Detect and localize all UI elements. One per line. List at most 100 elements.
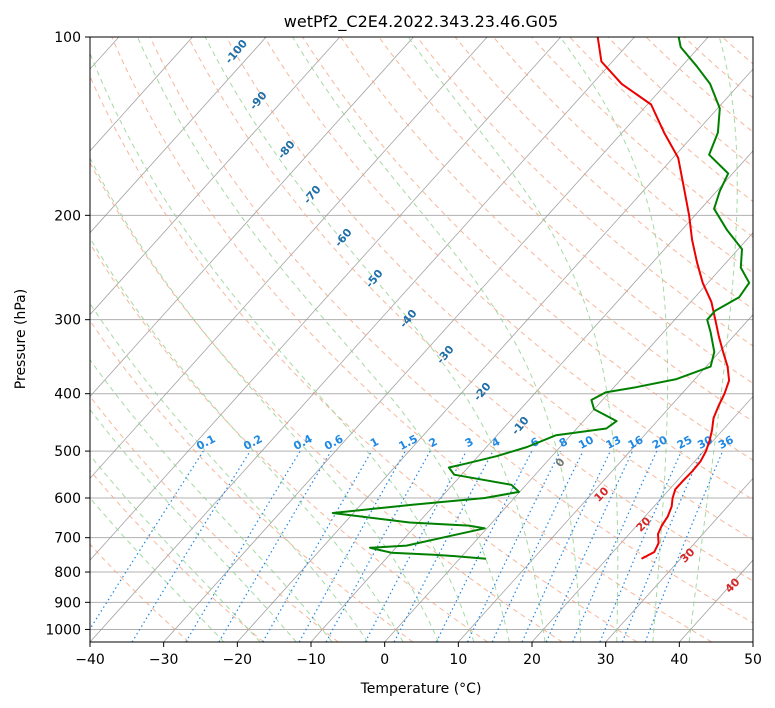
- x-tick-label: 0: [380, 652, 389, 668]
- x-tick-label: 20: [523, 652, 541, 668]
- mixing-ratio-line: [185, 450, 301, 642]
- moist-adiabat-label: -60: [332, 226, 355, 250]
- y-tick-label: 900: [54, 595, 81, 611]
- dry-adiabat-line: [90, 75, 638, 642]
- x-tick-label: 40: [670, 652, 688, 668]
- mixing-ratio-line: [325, 450, 431, 642]
- plot-frame: [89, 36, 754, 643]
- mixing-ratio-line: [521, 450, 611, 642]
- mixing-ratio-label: 10: [576, 433, 596, 452]
- dry-adiabat-line: [149, 37, 753, 624]
- dry-adiabat-line: [761, 37, 775, 642]
- dry-adiabat-line: [90, 320, 414, 642]
- moist-adiabat-label: -20: [471, 380, 494, 404]
- mixing-ratio-label: 25: [675, 433, 695, 452]
- dewpoint-profile-line: [331, 37, 751, 560]
- moist-adiabat-label: -100: [222, 37, 250, 67]
- moist-adiabat-label: -30: [434, 343, 457, 367]
- y-tick-label: 500: [54, 444, 81, 460]
- dry-adiabat-label: 30: [678, 545, 698, 565]
- dry-adiabat-line: [569, 37, 753, 203]
- isotherm-line: [90, 37, 488, 479]
- x-tick-label: 50: [744, 652, 762, 668]
- dry-adiabat-line: [493, 37, 753, 274]
- mixing-ratio-label: 0.1: [194, 432, 217, 453]
- x-tick-label: −20: [223, 652, 253, 668]
- moist-adiabat-line: [90, 358, 333, 642]
- y-tick-label: 400: [54, 387, 81, 403]
- mixing-ratio-line: [131, 450, 251, 642]
- moist-adiabat-line: [90, 51, 475, 642]
- profile-series: [331, 37, 751, 560]
- moist-adiabat-line: [688, 37, 738, 642]
- x-tick-label: −40: [75, 652, 105, 668]
- dry-adiabat-line: [111, 37, 712, 642]
- mixing-ratio-line: [90, 450, 204, 631]
- isotherm-line: [90, 37, 267, 234]
- isotherm-line: [531, 395, 753, 642]
- y-tick-label: 700: [54, 531, 81, 547]
- dry-adiabat-line: [378, 37, 753, 384]
- isotherm-line: [752, 641, 753, 642]
- mixing-ratio-label: 1.5: [397, 432, 420, 453]
- isotherm-line: [90, 37, 193, 152]
- x-tick-label: −30: [149, 652, 179, 668]
- dry-adiabat-line: [531, 37, 753, 238]
- dry-adiabat-line: [264, 37, 753, 501]
- isotherm-line: [90, 37, 562, 561]
- mixing-ratio-label: 1: [368, 435, 381, 450]
- mixing-ratio-label: 16: [626, 433, 646, 452]
- isotherm-line: [458, 313, 753, 642]
- dry-adiabat-line: [187, 37, 753, 582]
- mixing-ratio-line: [599, 450, 682, 642]
- dry-adiabat-line: [225, 37, 753, 541]
- moist-adiabat-label: -10: [509, 414, 532, 438]
- dry-adiabat-line: [416, 37, 753, 347]
- y-tick-label: 600: [54, 491, 81, 507]
- moist-adiabat-line: [90, 408, 297, 642]
- moist-adiabat-label: -50: [363, 267, 386, 291]
- y-tick-label: 200: [54, 208, 81, 224]
- dry-adiabat-line: [90, 395, 339, 642]
- x-axis-title: Temperature (°C): [360, 681, 482, 697]
- y-tick-label: 300: [54, 313, 81, 329]
- y-tick-label: 800: [54, 565, 81, 581]
- isotherm-line: [237, 68, 753, 642]
- mixing-ratio-label: 0.6: [322, 432, 346, 453]
- x-tick-label: 10: [449, 652, 467, 668]
- moist-adiabat-line: [292, 37, 582, 642]
- moist-adiabat-line: [137, 37, 510, 642]
- dry-adiabat-line: [90, 242, 488, 642]
- mixing-ratio-line: [218, 450, 332, 642]
- temperature-profile-line: [596, 37, 731, 560]
- mixing-ratio-line: [466, 450, 561, 642]
- moist-adiabat-line: [407, 37, 619, 642]
- moist-adiabat-line: [90, 302, 369, 642]
- mixing-ratio-label: 36: [716, 433, 736, 452]
- mixing-ratio-label: 30: [695, 433, 715, 452]
- isotherm-line: [384, 232, 753, 642]
- mixing-ratio-label: 0.4: [291, 432, 315, 453]
- background-lines: [90, 37, 775, 642]
- isotherm-line: [90, 37, 635, 642]
- isotherm-line: [605, 477, 753, 642]
- moist-adiabat-label: -80: [275, 138, 298, 162]
- mixing-ratio-label: 4: [489, 435, 502, 450]
- y-tick-label: 100: [54, 30, 81, 46]
- dry-adiabat-label: 40: [723, 575, 743, 595]
- moist-adiabat-label: 0: [553, 455, 568, 469]
- moist-adiabat-line: [559, 37, 669, 642]
- mixing-ratio-line: [572, 450, 658, 642]
- dry-adiabat-line: [645, 37, 753, 133]
- x-tick-label: 30: [597, 652, 615, 668]
- mixing-ratio-line: [364, 450, 467, 642]
- mixing-ratio-label: 20: [650, 433, 670, 452]
- y-axis-title: Pressure (hPa): [13, 289, 29, 389]
- moist-adiabat-label: -70: [301, 183, 324, 207]
- dry-adiabat-line: [90, 161, 563, 642]
- dry-adiabat-line: [302, 37, 753, 461]
- y-tick-label: 1000: [45, 622, 81, 638]
- moist-adiabat-line: [204, 37, 546, 642]
- axes: −40 −30 −20 −10 0 10 20 30 40 5010020030040050060…: [45, 30, 762, 668]
